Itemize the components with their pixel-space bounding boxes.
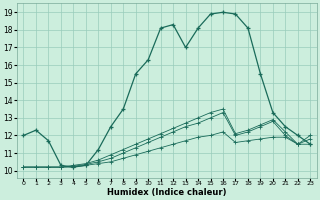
X-axis label: Humidex (Indice chaleur): Humidex (Indice chaleur) [107, 188, 227, 197]
